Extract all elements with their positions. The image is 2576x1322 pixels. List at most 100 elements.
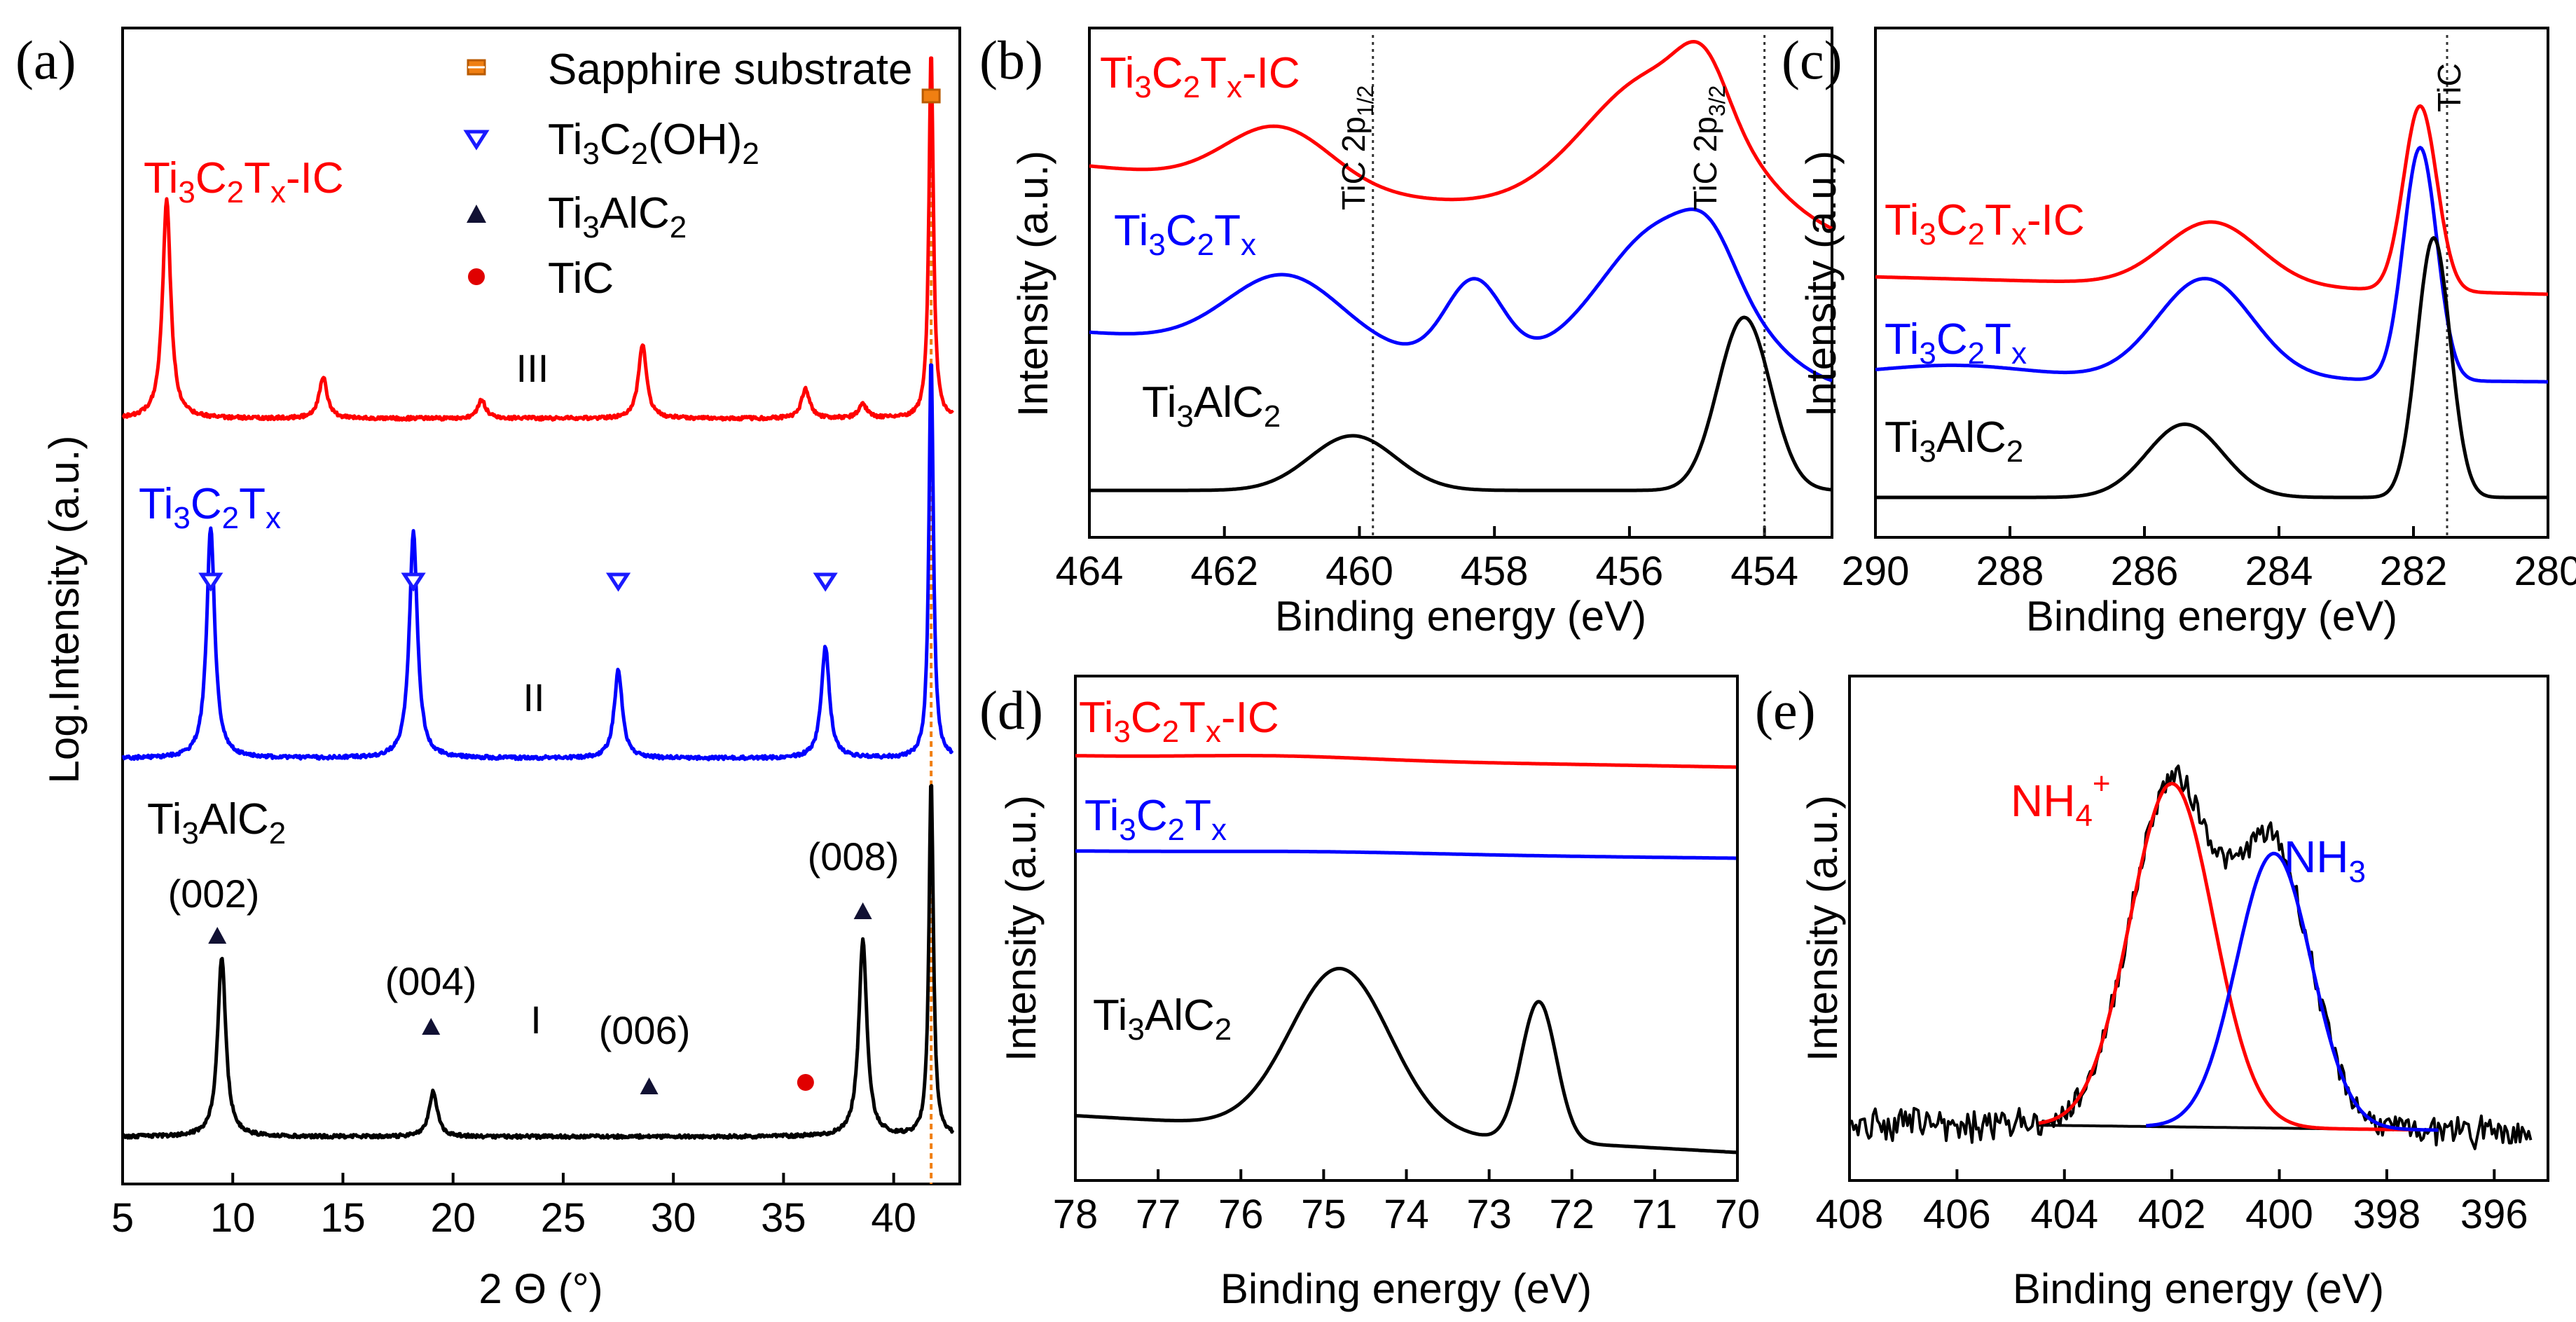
xtick-label: 25 [541,1195,586,1241]
xtick-label: 71 [1632,1192,1678,1237]
legend-tic-marker [468,268,485,285]
xtick-label: 10 [210,1195,256,1241]
panel-e-trace-experimental [1848,764,2533,1150]
filled-triangle-marker [853,902,872,919]
open-triangle-marker [605,572,631,592]
filled-triangle-marker [640,1077,659,1094]
panel-d-xticks: 78 77 76 75 74 73 72 71 70 [1053,1169,1761,1237]
panel-b: (b) Intensity (a.u.) Binding energy (eV)… [979,27,1833,640]
panel-a-xticks: 5 10 15 20 25 30 35 40 [111,1173,916,1241]
xtick-label: 290 [1842,549,1910,594]
xtick-label: 284 [2245,549,2313,594]
xtick-label: 460 [1325,549,1393,594]
panel-d: (d) Intensity (a.u.) Binding energy (eV)… [979,675,1761,1312]
panel-d-trace-ti3c2tx-ic [1075,754,1737,769]
xtick-label: 464 [1056,549,1124,594]
panel-e-trace-nh3 [2146,851,2439,1132]
panel-a-label: (a) [15,29,76,90]
panel-b-ref-label-tic-2p12: TiC 2p1/2 [1335,85,1378,210]
open-triangle-marker [813,572,838,592]
panel-a-trace-ti3c2tx [121,363,954,762]
xtick-label: 15 [320,1195,366,1241]
panel-a-trace-ti3c2tx-ic [121,56,954,422]
panel-d-label-ti3alc2: Ti3AlC2 [1093,991,1232,1047]
panel-c-xlabel: Binding energy (eV) [2026,593,2397,640]
open-triangle-marker [401,572,426,592]
xtick-label: 462 [1190,549,1258,594]
panel-c-xticks: 290 288 286 284 282 280 [1842,526,2576,594]
panel-b-frame [1088,27,1833,539]
xtick-label: 456 [1596,549,1664,594]
xtick-label: 75 [1301,1192,1346,1237]
panel-b-ref-label-tic-2p32: TiC 2p3/2 [1687,85,1730,210]
panel-c-ref-label-tic: TiC [2431,63,2467,112]
xtick-label: 30 [651,1195,696,1241]
xtick-label: 286 [2111,549,2179,594]
panel-b-trace-ti3c2tx-ic [1089,40,1833,230]
legend-ti3alc2-marker [467,205,486,223]
panel-a-xlabel: 2 Θ (°) [478,1265,602,1312]
xtick-label: 74 [1384,1192,1429,1237]
panel-b-label-ti3c2tx: Ti3C2Tx [1114,207,1256,262]
panel-e-label: (e) [1755,680,1816,741]
panel-d-label-ti3c2tx: Ti3C2Tx [1084,792,1227,847]
panel-d-ylabel: Intensity (a.u.) [998,795,1045,1061]
xtick-label: 72 [1549,1192,1594,1237]
panel-d-xlabel: Binding energy (eV) [1220,1265,1592,1312]
xtick-label: 73 [1466,1192,1512,1237]
xtick-label: 20 [430,1195,476,1241]
legend-tic-label: TiC [548,254,614,303]
panel-d-label-ti3c2tx-ic: Ti3C2Tx-IC [1079,694,1279,749]
peak-label-002: (002) [168,872,260,916]
xtick-label: 78 [1053,1192,1098,1237]
panel-a-legend: Sapphire substrate Ti3C2(OH)2 Ti3AlC2 Ti… [463,46,912,303]
panel-c-trace-ti3alc2 [1875,236,2549,500]
panel-e-xticks: 408 406 404 402 400 398 396 [1816,1169,2528,1237]
panel-b-label-ti3alc2: Ti3AlC2 [1142,378,1281,434]
legend-ti3c2oh2-label: Ti3C2(OH)2 [548,116,759,171]
peak-label-008: (008) [808,834,900,879]
tic-circle-marker [797,1074,814,1091]
xtick-label: 398 [2353,1192,2421,1237]
panel-b-xlabel: Binding energy (eV) [1275,593,1646,640]
panel-a-ylabel: Log.Intensity (a.u.) [41,436,88,784]
panel-a-label-ti3alc2: Ti3AlC2 [147,795,286,851]
panel-a: (a) Log.Intensity (a.u.) 2 Θ (°) 5 10 15 20… [15,27,961,1312]
panel-c-trace-ti3c2tx [1875,146,2549,384]
panel-b-trace-ti3alc2 [1089,315,1833,493]
panel-e-ylabel: Intensity (a.u.) [1799,795,1846,1061]
panel-b-label-ti3c2tx-ic: Ti3C2Tx-IC [1100,49,1300,104]
legend-sapphire-label: Sapphire substrate [548,46,912,94]
panel-c-label-ti3alc2: Ti3AlC2 [1885,413,2023,469]
panel-a-roman-III: III [516,346,549,390]
open-triangle-marker [198,572,223,592]
xtick-label: 70 [1715,1192,1761,1237]
legend-ti3c2oh2-marker [463,130,490,151]
panel-c: (c) Intensity (a.u.) Binding energy (eV)… [1782,27,2576,640]
panel-b-trace-ti3c2tx [1089,207,1833,383]
legend-ti3alc2-label: Ti3AlC2 [548,189,687,245]
panel-d-label: (d) [979,680,1043,741]
panel-a-label-ti3c2tx: Ti3C2Tx [139,480,281,535]
xtick-label: 288 [1976,549,2044,594]
xtick-label: 396 [2460,1192,2528,1237]
panel-c-frame [1874,27,2549,539]
filled-triangle-marker [422,1018,441,1035]
panel-d-trace-ti3c2tx [1075,849,1737,860]
xtick-label: 76 [1218,1192,1264,1237]
panel-c-label-ti3c2tx-ic: Ti3C2Tx-IC [1885,196,2085,252]
panel-e-xlabel: Binding energy (eV) [2013,1265,2384,1312]
panel-a-label-ti3c2tx-ic: Ti3C2Tx-IC [144,154,344,209]
panel-e-label-nh4: NH4+ [2011,766,2111,833]
panel-b-xticks: 464 462 460 458 456 454 [1056,526,1798,594]
panel-e: (e) Intensity (a.u.) Binding energy (eV)… [1755,675,2549,1312]
xtick-label: 402 [2138,1192,2206,1237]
panel-a-frame [121,27,961,1185]
panel-c-trace-ti3c2tx-ic [1875,104,2549,296]
xtick-label: 454 [1730,549,1798,594]
xtick-label: 400 [2245,1192,2313,1237]
xtick-label: 282 [2380,549,2448,594]
peak-label-004: (004) [385,959,477,1003]
xtick-label: 77 [1136,1192,1181,1237]
